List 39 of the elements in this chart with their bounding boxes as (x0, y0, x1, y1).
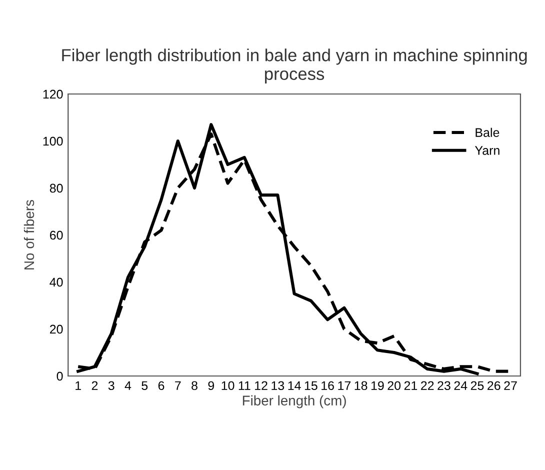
x-tick-label: 25 (470, 381, 484, 390)
x-tick-label: 1 (76, 381, 81, 390)
y-tick-label: 80 (50, 184, 63, 193)
x-axis-title: Fiber length (cm) (242, 395, 346, 408)
x-tick-label: 21 (404, 381, 418, 390)
legend-label: Yarn (474, 146, 500, 155)
x-tick-label: 13 (272, 381, 284, 390)
x-tick-label: 20 (388, 381, 401, 390)
chart-title: Fiber length distribution in bale and yarn in machine spinning process (62, 48, 527, 84)
x-tick-label: 16 (322, 381, 334, 390)
y-tick-label: 40 (50, 278, 63, 287)
x-tick-label: 17 (338, 381, 351, 390)
x-tick-label: 26 (488, 381, 500, 390)
x-tick-label: 8 (192, 381, 198, 390)
x-tick-label: 22 (421, 381, 434, 390)
x-tick-label: 24 (454, 381, 468, 390)
x-tick-label: 2 (92, 381, 98, 390)
x-tick-label: 27 (504, 381, 517, 390)
x-tick-label: 4 (124, 381, 132, 390)
x-tick-label: 6 (158, 381, 164, 390)
x-tick-label: 7 (175, 381, 181, 390)
x-tick-label: 12 (255, 381, 268, 390)
x-tick-label: 11 (238, 381, 250, 390)
x-tick-label: 10 (222, 381, 234, 390)
y-tick-label: 60 (50, 230, 63, 240)
x-tick-label: 15 (304, 381, 318, 390)
legend-label: Bale (476, 128, 500, 137)
y-tick-label: 0 (56, 372, 63, 381)
y-axis-title: No of fibers (24, 200, 34, 270)
x-tick-label: 9 (208, 381, 214, 390)
y-tick-label: 120 (43, 90, 63, 99)
x-tick-label: 18 (354, 381, 368, 390)
x-tick-label: 5 (142, 381, 148, 390)
x-tick-label: 23 (438, 381, 450, 390)
x-tick-label: 14 (288, 381, 301, 390)
x-tick-label: 3 (108, 381, 114, 390)
y-tick-label: 100 (43, 136, 63, 146)
x-tick-label: 19 (371, 381, 384, 390)
y-tick-label: 20 (50, 324, 63, 334)
